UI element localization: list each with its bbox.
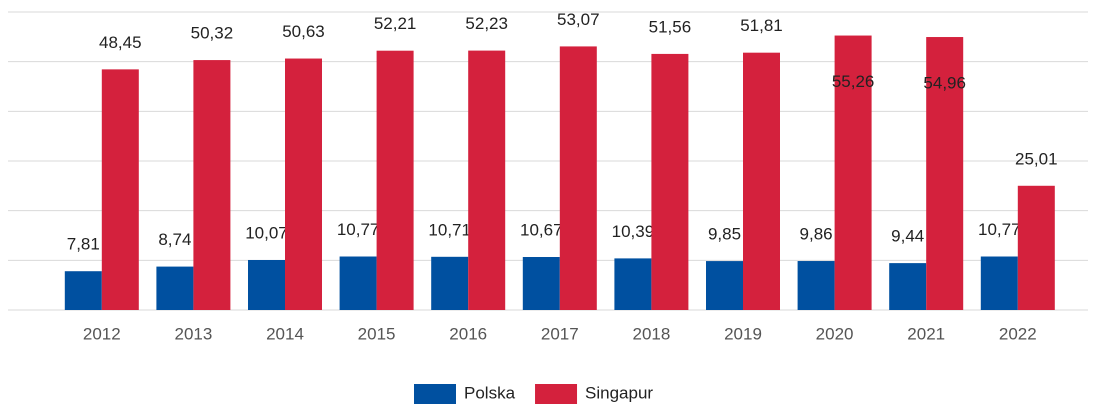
bar (797, 261, 835, 310)
data-label: 52,21 (374, 14, 417, 33)
bar (651, 53, 689, 310)
data-label: 51,81 (740, 16, 783, 35)
bar (614, 258, 652, 310)
bar (376, 50, 414, 310)
x-tick-label: 2017 (541, 324, 579, 343)
bar (101, 69, 139, 311)
data-label: 9,86 (800, 225, 833, 244)
data-label: 7,81 (67, 235, 100, 254)
bar (834, 35, 872, 311)
data-label: 8,74 (158, 230, 191, 249)
data-label: 9,44 (891, 227, 924, 246)
data-label: 10,07 (245, 223, 288, 242)
legend-swatch (535, 384, 578, 404)
data-label: 10,77 (978, 220, 1021, 239)
x-tick-label: 2014 (266, 324, 304, 343)
bar (285, 58, 322, 311)
data-label: 54,96 (923, 74, 966, 93)
x-tick-label: 2012 (83, 324, 121, 343)
x-tick-label: 2022 (999, 324, 1037, 343)
x-tick-label: 2018 (632, 324, 670, 343)
data-label: 50,63 (282, 22, 325, 41)
data-label: 50,32 (191, 24, 234, 43)
x-tick-label: 2019 (724, 324, 762, 343)
legend-label: Singapur (585, 383, 653, 402)
bar (743, 52, 780, 310)
bar (339, 256, 377, 310)
bar (468, 50, 506, 310)
x-tick-label: 2021 (907, 324, 945, 343)
bar (156, 266, 194, 310)
x-tick-label: 2015 (358, 324, 396, 343)
bar (1017, 185, 1055, 310)
data-label: 10,71 (428, 220, 471, 239)
data-label: 52,23 (465, 14, 508, 33)
data-label: 9,85 (708, 225, 741, 244)
bar (980, 256, 1018, 310)
x-tick-label: 2016 (449, 324, 487, 343)
legend-swatch (414, 384, 456, 404)
x-tick-label: 2020 (816, 324, 854, 343)
data-label: 10,67 (520, 220, 563, 239)
bar (522, 257, 560, 310)
bar (248, 259, 285, 310)
data-label: 25,01 (1015, 149, 1058, 168)
bar (926, 37, 964, 310)
data-label: 10,39 (612, 222, 655, 241)
bar (64, 271, 102, 310)
legend-label: Polska (464, 383, 516, 402)
x-tick-label: 2013 (174, 324, 212, 343)
data-label: 48,45 (99, 33, 142, 52)
bar (706, 261, 743, 310)
data-label: 51,56 (649, 17, 692, 36)
data-label: 53,07 (557, 10, 600, 29)
bar (889, 263, 927, 310)
data-label: 10,77 (337, 220, 380, 239)
bar (559, 46, 597, 310)
bar (193, 60, 231, 310)
data-label: 55,26 (832, 72, 875, 91)
bar (431, 256, 469, 310)
